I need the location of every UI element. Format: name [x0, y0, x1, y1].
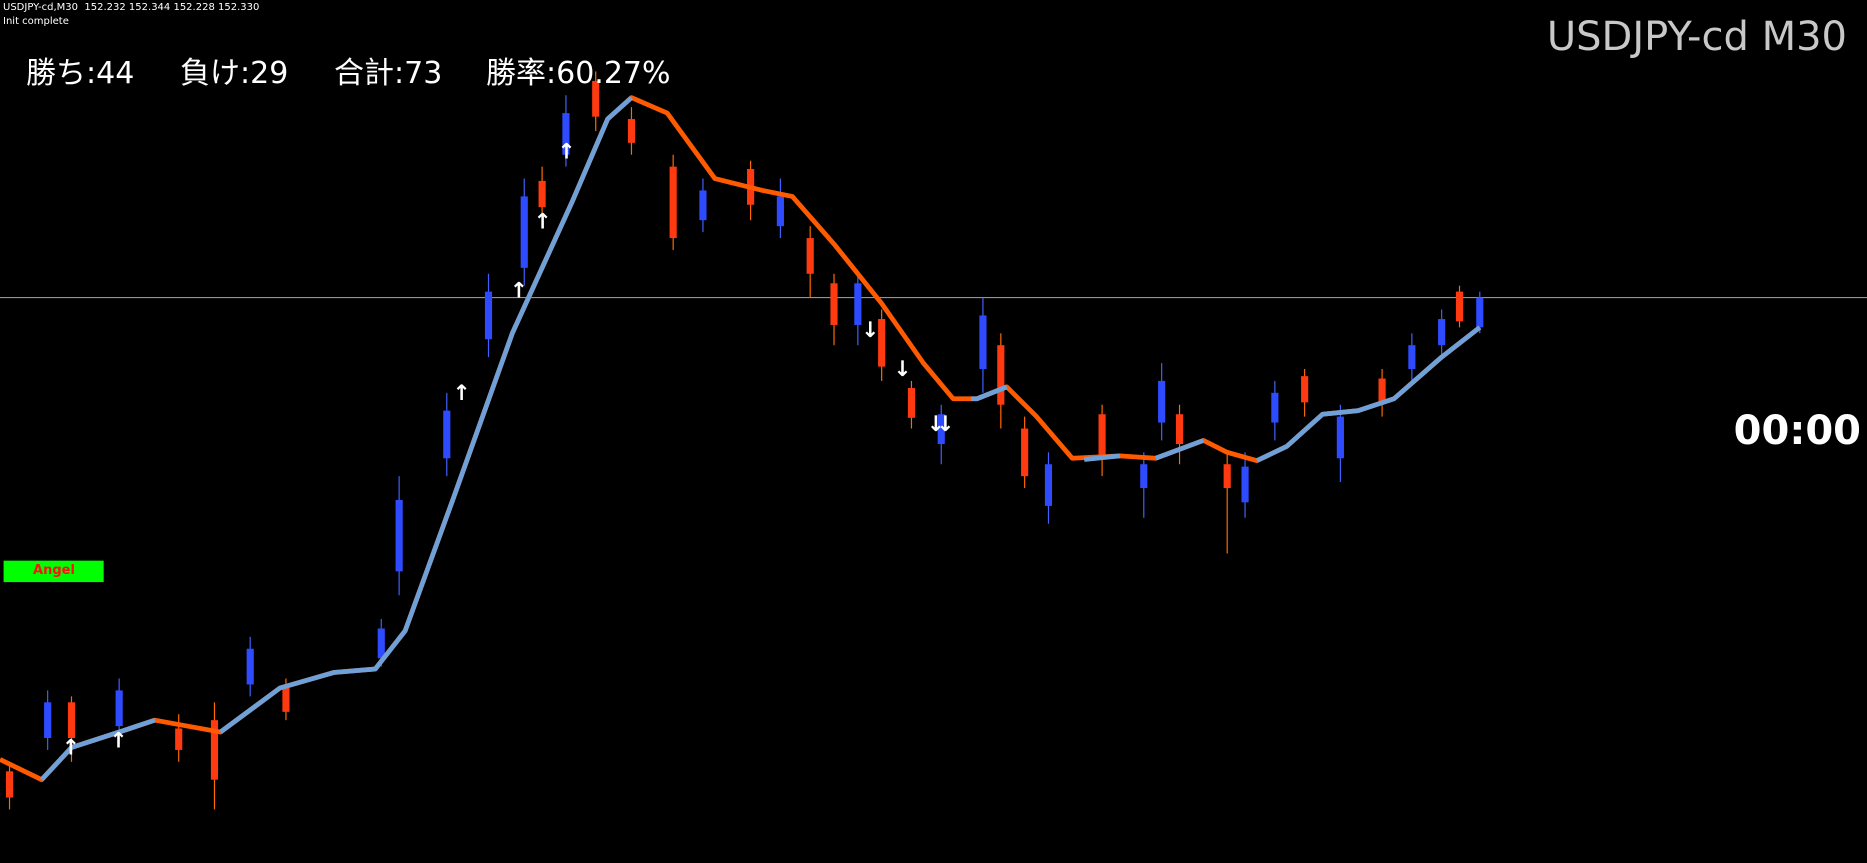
- svg-text:↑: ↑: [510, 279, 528, 304]
- signal-arrows: ↑ ↑↑↑↑↑ ↓↓↓↓: [62, 139, 954, 760]
- chart-label: USDJPY-cd M30: [1546, 14, 1847, 60]
- trend-line-down: [0, 95, 1482, 783]
- trend-line-up: [39, 95, 1482, 782]
- svg-text:↓: ↓: [927, 412, 945, 437]
- symbol-line: USDJPY-cd,M30 152.232 152.344 152.228 15…: [3, 2, 260, 13]
- wins: 勝ち:44: [26, 56, 135, 91]
- losses: 負け:29: [180, 56, 289, 91]
- svg-text:↑: ↑: [62, 736, 80, 761]
- win-rate: 勝率:60.27%: [486, 56, 671, 91]
- svg-text:↓: ↓: [861, 318, 879, 343]
- svg-text:↓: ↓: [936, 412, 954, 437]
- badge: Angel: [33, 563, 75, 578]
- total: 合計:73: [334, 56, 443, 91]
- svg-text:↑: ↑: [453, 381, 471, 406]
- svg-text:↓: ↓: [894, 357, 912, 382]
- timer: 00:00: [1733, 408, 1861, 454]
- badge-bg: [3, 560, 104, 583]
- svg-text:↑: ↑: [110, 729, 128, 754]
- svg-text:↑: ↑: [534, 210, 552, 235]
- status: Init complete: [3, 16, 69, 27]
- svg-text:↑: ↑: [558, 139, 576, 164]
- candles: [5, 71, 1484, 810]
